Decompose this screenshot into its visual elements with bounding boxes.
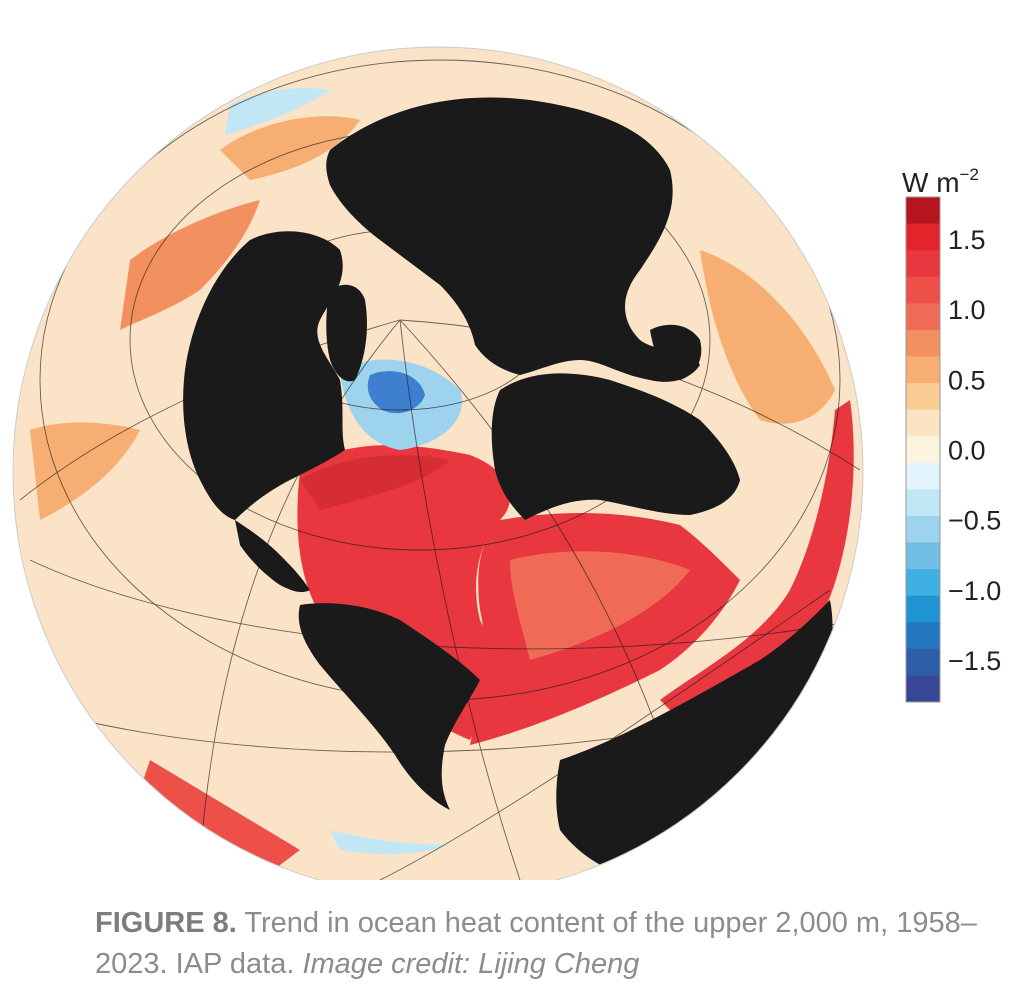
land-antarctica: [556, 600, 833, 875]
ocean-region-pacific-south-warming: [140, 760, 300, 880]
colorbar-block: [906, 648, 940, 676]
graticule-equator: [29, 559, 861, 650]
graticule-parallel-low: [39, 59, 841, 701]
colorbar-tick-label: 0.0: [948, 436, 986, 466]
globe-outline: [12, 46, 864, 880]
colorbar-block: [906, 223, 940, 251]
ocean-region-pacific-band-2: [30, 422, 140, 520]
graticule-parallel-high: [249, 229, 551, 411]
graticule-meridian-far-east: [399, 319, 861, 471]
graticule-parallel-mid: [129, 129, 711, 551]
land-eurasia: [326, 97, 700, 382]
graticule: [19, 59, 861, 880]
colorbar-block: [906, 383, 940, 411]
colorbar-tick-label: 1.5: [948, 225, 986, 255]
colorbar-block: [906, 197, 940, 225]
graticule-meridian-east: [399, 319, 701, 871]
ocean-region-southern-cooling: [330, 830, 450, 855]
colorbar-block: [906, 489, 940, 517]
colorbar-block: [906, 675, 940, 703]
land-greenland: [326, 284, 367, 382]
graticule-parallel-south: [79, 699, 801, 753]
land-africa: [491, 373, 740, 520]
land-south-america: [298, 603, 480, 810]
ocean-region-north-pacific-band: [120, 200, 260, 330]
graticule-meridian-far-west: [19, 319, 401, 501]
colorbar-tick-label: 0.5: [948, 365, 986, 395]
colorbar-block: [906, 569, 940, 597]
ocean-heat-globe: [12, 46, 864, 880]
colorbar-frame: [905, 196, 941, 703]
caption-label: FIGURE 8.: [95, 907, 237, 939]
colorbar-tick-label: −0.5: [948, 506, 1001, 536]
caption-text: Trend in ocean heat content of the upper…: [95, 907, 977, 980]
caption-credit: Image credit: Lijing Cheng: [302, 948, 640, 980]
colorbar-block: [906, 250, 940, 278]
colorbar-block: [906, 409, 940, 437]
colorbar-ticks: 1.5 1.0 0.5 0.0 −0.5 −1.0 −1.5: [948, 225, 1001, 676]
colorbar-block: [906, 356, 940, 384]
graticule-parallel-far-south: [379, 589, 831, 880]
ocean-region-indian-ocean: [700, 250, 835, 424]
ocean-region-gulf-stream: [300, 455, 450, 510]
colorbar: W m−2 1.5 1.0 0.5 0.0 −0.5 −1.0 −1.5: [902, 165, 1001, 703]
colorbar-block: [906, 622, 940, 650]
land-arabia: [650, 324, 702, 380]
land-north-america: [183, 231, 345, 521]
colorbar-block: [906, 329, 940, 357]
land-central-america: [235, 520, 310, 593]
colorbar-block: [906, 515, 940, 544]
colorbar-block: [906, 462, 940, 490]
colorbar-blocks: [906, 197, 940, 703]
colorbar-block: [906, 436, 940, 464]
colorbar-block: [906, 303, 940, 331]
colorbar-tick-label: −1.0: [948, 576, 1001, 606]
colorbar-tick-label: 1.0: [948, 295, 986, 325]
ocean-region-arctic-cooling: [225, 88, 330, 135]
graticule-meridian-center: [399, 319, 521, 880]
figure-caption: FIGURE 8. Trend in ocean heat content of…: [95, 903, 1015, 985]
ocean-region-south-atlantic-warm-band: [510, 551, 690, 660]
graticule-meridian-west: [199, 319, 401, 861]
colorbar-block: [906, 542, 940, 570]
colorbar-unit: W m−2: [902, 165, 979, 198]
ocean-region-arctic-warm: [220, 116, 360, 180]
colorbar-block: [906, 595, 940, 623]
colorbar-block: [906, 276, 940, 304]
colorbar-tick-label: −1.5: [948, 646, 1001, 676]
